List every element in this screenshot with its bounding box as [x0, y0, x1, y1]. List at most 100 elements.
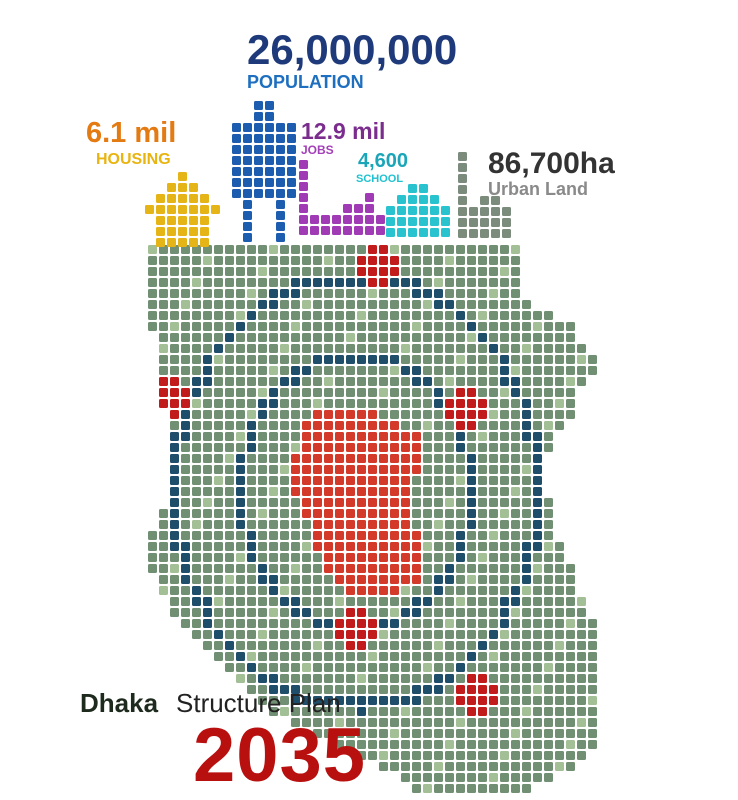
map-cell [291, 597, 300, 606]
map-cell [456, 641, 465, 650]
map-cell [181, 410, 190, 419]
map-cell [522, 718, 531, 727]
map-cell [181, 333, 190, 342]
map-cell [181, 267, 190, 276]
map-cell [390, 377, 399, 386]
map-cell [192, 498, 201, 507]
map-cell [335, 630, 344, 639]
map-cell [412, 575, 421, 584]
map-cell [588, 366, 597, 375]
map-cell [445, 509, 454, 518]
map-cell [192, 564, 201, 573]
map-cell [434, 652, 443, 661]
map-cell [478, 586, 487, 595]
map-cell [346, 740, 355, 749]
map-cell [522, 762, 531, 771]
map-cell [566, 575, 575, 584]
map-cell [445, 410, 454, 419]
map-cell [335, 652, 344, 661]
map-cell [390, 322, 399, 331]
map-cell [357, 740, 366, 749]
map-cell [544, 718, 553, 727]
map-cell [412, 707, 421, 716]
map-cell [236, 454, 245, 463]
map-cell [247, 498, 256, 507]
map-cell [302, 421, 311, 430]
map-cell [467, 289, 476, 298]
map-cell [478, 641, 487, 650]
map-cell [478, 564, 487, 573]
map-cell [335, 718, 344, 727]
map-cell [456, 498, 465, 507]
map-cell [170, 575, 179, 584]
map-cell [236, 663, 245, 672]
map-cell [368, 740, 377, 749]
map-cell [324, 399, 333, 408]
map-cell [368, 487, 377, 496]
map-cell [368, 256, 377, 265]
map-cell [368, 707, 377, 716]
map-cell [335, 707, 344, 716]
map-cell [324, 355, 333, 364]
map-cell [577, 597, 586, 606]
map-cell [533, 520, 542, 529]
map-cell [280, 498, 289, 507]
map-cell [445, 388, 454, 397]
school-icon [397, 195, 406, 204]
map-cell [489, 531, 498, 540]
map-cell [302, 322, 311, 331]
map-cell [511, 575, 520, 584]
urban-land-icon [458, 229, 467, 238]
housing-icon [189, 227, 198, 236]
map-cell [192, 399, 201, 408]
map-cell [500, 344, 509, 353]
map-cell [269, 707, 278, 716]
map-cell [225, 509, 234, 518]
map-cell [313, 300, 322, 309]
map-cell [511, 311, 520, 320]
map-cell [346, 388, 355, 397]
map-cell [247, 399, 256, 408]
map-cell [192, 333, 201, 342]
map-cell [566, 597, 575, 606]
map-cell [478, 619, 487, 628]
map-cell [280, 322, 289, 331]
map-cell [335, 509, 344, 518]
housing-icon [156, 216, 165, 225]
map-cell [511, 454, 520, 463]
population-person-icon [243, 189, 252, 198]
map-cell [434, 454, 443, 463]
map-cell [346, 630, 355, 639]
map-cell [456, 619, 465, 628]
map-cell [236, 278, 245, 287]
map-cell [533, 762, 542, 771]
map-cell [533, 421, 542, 430]
map-cell [566, 652, 575, 661]
map-cell [203, 465, 212, 474]
map-cell [511, 388, 520, 397]
map-cell [324, 410, 333, 419]
map-cell [434, 575, 443, 584]
map-cell [390, 685, 399, 694]
map-cell [357, 641, 366, 650]
map-cell [269, 685, 278, 694]
map-cell [236, 509, 245, 518]
map-cell [434, 465, 443, 474]
map-cell [489, 289, 498, 298]
map-cell [555, 707, 564, 716]
housing-icon [178, 172, 187, 181]
jobs-icon [299, 182, 308, 191]
map-cell [324, 619, 333, 628]
map-cell [511, 707, 520, 716]
map-cell [368, 267, 377, 276]
map-cell [302, 696, 311, 705]
map-cell [291, 454, 300, 463]
map-cell [346, 531, 355, 540]
map-cell [368, 531, 377, 540]
map-cell [379, 597, 388, 606]
map-cell [291, 322, 300, 331]
map-cell [170, 421, 179, 430]
map-cell [401, 498, 410, 507]
map-cell [423, 619, 432, 628]
map-cell [390, 564, 399, 573]
